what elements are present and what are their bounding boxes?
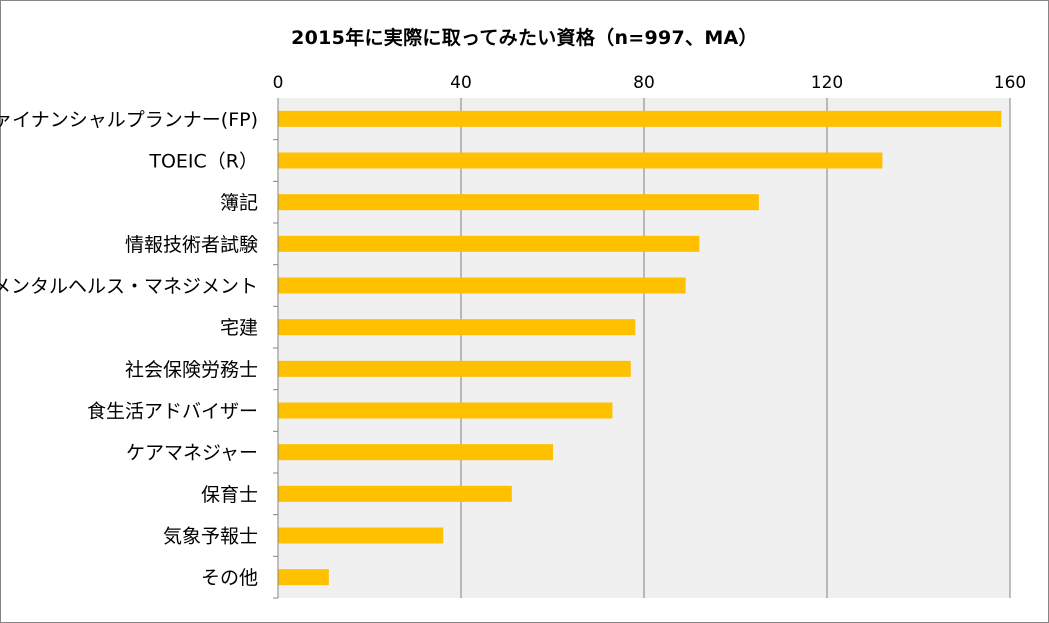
bar: [278, 444, 553, 461]
x-tick-label: 40: [450, 73, 472, 93]
bar: [278, 402, 613, 419]
category-label: 情報技術者試験: [125, 234, 258, 256]
x-tick-label: 0: [273, 73, 284, 93]
bar: [278, 360, 631, 377]
category-label: メンタルヘルス・マネジメント: [0, 276, 258, 298]
category-label: 気象予報士: [163, 526, 258, 548]
bar: [278, 152, 883, 169]
category-label: 食生活アドバイザー: [87, 401, 258, 423]
category-label: 宅建: [220, 317, 258, 339]
category-label: ファイナンシャルプランナー(FP): [0, 109, 258, 131]
bar: [278, 194, 759, 211]
bar: [278, 527, 444, 544]
category-label: 社会保険労務士: [125, 359, 258, 381]
bar: [278, 319, 636, 336]
chart-title: 2015年に実際に取ってみたい資格（n=997、MA）: [291, 27, 758, 49]
bar: [278, 569, 329, 586]
category-label: その他: [201, 567, 258, 589]
bar: [278, 485, 512, 502]
bar: [278, 110, 1002, 127]
x-tick-label: 80: [633, 73, 655, 93]
category-label: TOEIC（R）: [148, 151, 258, 173]
bar: [278, 277, 686, 294]
category-label: 簿記: [220, 192, 258, 214]
x-tick-label: 160: [994, 73, 1026, 93]
category-label: 保育士: [201, 484, 258, 506]
bar: [278, 235, 700, 252]
category-label: ケアマネジャー: [126, 442, 258, 464]
x-tick-label: 120: [811, 73, 843, 93]
